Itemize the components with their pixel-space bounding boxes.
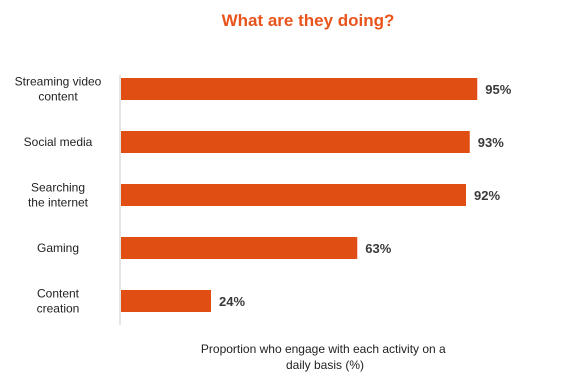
value-label-searching-the-internet: 92% <box>474 188 500 203</box>
category-label-content-creation: Content creation <box>37 287 80 316</box>
bar-streaming-video-content <box>121 78 478 100</box>
x-axis-label-line-2: daily basis (%) <box>286 358 364 372</box>
bar-searching-the-internet <box>121 184 466 206</box>
category-label-searching-the-internet: Searching the internet <box>28 181 89 210</box>
value-label-content-creation: 24% <box>219 294 245 309</box>
x-axis-label-line-1: Proportion who engage with each activity… <box>201 342 446 356</box>
category-label-line: Social media <box>24 135 93 149</box>
value-labels-group: 95% 93% 92% 63% 24% <box>219 82 512 309</box>
category-label-line: creation <box>37 302 80 316</box>
value-label-streaming-video-content: 95% <box>485 82 511 97</box>
category-labels-group: Streaming video content Social media Search… <box>15 75 102 316</box>
category-label-streaming-video-content: Streaming video content <box>15 75 102 104</box>
category-label-line: content <box>38 90 78 104</box>
category-label-line: Content <box>37 287 80 301</box>
chart-title: What are they doing? <box>222 11 395 30</box>
bars-group <box>121 78 478 312</box>
value-label-gaming: 63% <box>365 241 391 256</box>
category-label-line: Streaming video <box>15 75 102 89</box>
category-label-line: Searching <box>31 181 85 195</box>
category-label-social-media: Social media <box>24 135 93 149</box>
value-label-social-media: 93% <box>478 135 504 150</box>
category-label-line: the internet <box>28 196 89 210</box>
bar-social-media <box>121 131 470 153</box>
category-label-line: Gaming <box>37 241 79 255</box>
x-axis-label: Proportion who engage with each activity… <box>201 342 449 372</box>
category-label-gaming: Gaming <box>37 241 79 255</box>
bar-content-creation <box>121 290 211 312</box>
bar-gaming <box>121 237 358 259</box>
